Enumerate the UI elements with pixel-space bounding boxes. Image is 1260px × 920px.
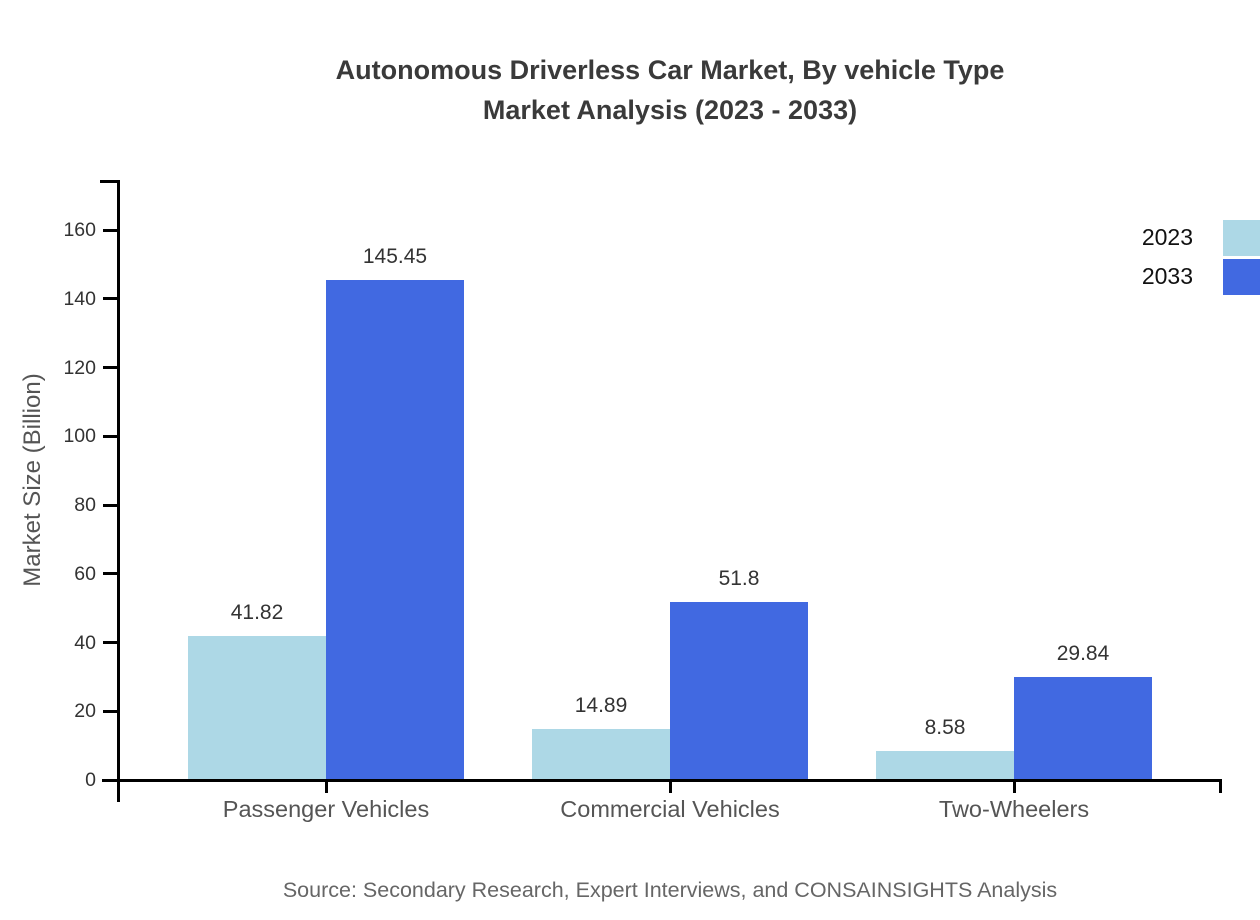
y-axis-top-cap [100, 180, 117, 183]
x-axis-right-cap [1219, 779, 1222, 793]
legend-swatch-2023 [1223, 219, 1260, 256]
bar-2033-commercial-vehicles [670, 601, 808, 780]
y-axis-tick-label: 0 [85, 769, 96, 791]
x-axis-tick [324, 780, 328, 793]
source-text: Source: Secondary Research, Expert Inter… [282, 878, 1058, 902]
x-axis-category-label: Commercial Vehicles [560, 796, 780, 822]
y-axis-tick-label: 40 [74, 631, 96, 654]
bar-2023-passenger-vehicles [188, 636, 326, 780]
bar-value-label: 29.84 [1056, 642, 1110, 666]
y-axis-line [117, 180, 120, 802]
x-axis-category-label: Passenger Vehicles [222, 796, 430, 822]
x-axis-tick [1012, 780, 1016, 793]
legend: 2023 2033 [1142, 219, 1260, 297]
legend-swatch-2033 [1223, 258, 1260, 295]
legend-item-2033: 2033 [1142, 258, 1260, 295]
y-axis-tick-label: 100 [63, 425, 96, 448]
bar-2033-two-wheelers [1014, 677, 1152, 780]
y-axis-tick [103, 503, 118, 507]
chart-title-line2: Market Analysis (2023 - 2033) [482, 95, 858, 125]
bar-2033-passenger-vehicles [326, 280, 464, 780]
y-axis-tick-label: 120 [63, 356, 96, 379]
y-axis-tick-label: 20 [74, 700, 96, 723]
bar-value-label: 8.58 [924, 715, 966, 739]
bar-value-label: 14.89 [574, 693, 628, 717]
y-axis-tick [103, 434, 118, 438]
y-axis-tick-label: 140 [63, 287, 96, 310]
bar-value-label: 51.8 [718, 566, 760, 590]
y-axis-tick [103, 366, 118, 369]
x-axis-category-label: Two-Wheelers [938, 796, 1090, 822]
y-axis-tick [103, 709, 118, 713]
y-axis-tick [103, 572, 118, 576]
bar-value-label: 41.82 [230, 601, 284, 625]
y-axis-tick [103, 641, 118, 644]
y-axis-tick [103, 297, 118, 301]
bar-value-label: 145.45 [362, 245, 428, 269]
bar-2023-two-wheelers [876, 750, 1014, 780]
chart-title-line1: Autonomous Driverless Car Market, By veh… [335, 55, 1005, 85]
chart-title: Autonomous Driverless Car Market, By veh… [80, 50, 1260, 130]
legend-label-2023: 2023 [1141, 224, 1193, 250]
legend-item-2023: 2023 [1142, 219, 1260, 256]
y-axis-tick-label: 160 [63, 219, 96, 241]
legend-label-2033: 2033 [1141, 263, 1193, 289]
x-axis-tick [668, 780, 672, 793]
x-axis-line [102, 779, 1222, 782]
y-axis-tick [103, 228, 118, 232]
y-axis-tick-label: 60 [74, 562, 96, 585]
bar-2023-commercial-vehicles [532, 728, 670, 780]
y-axis-tick-label: 80 [74, 494, 96, 516]
